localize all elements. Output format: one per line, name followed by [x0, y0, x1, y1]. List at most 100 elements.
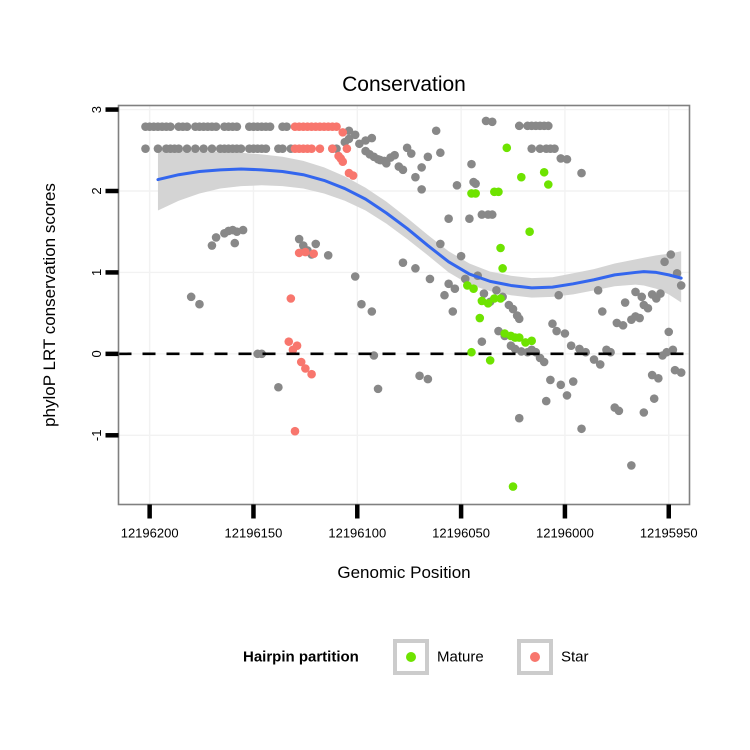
- data-point: [676, 368, 686, 377]
- data-point: [487, 117, 497, 127]
- page-title: Conservation: [342, 73, 466, 96]
- data-point: [328, 144, 337, 153]
- data-point: [141, 144, 150, 153]
- data-point: [554, 290, 563, 300]
- data-point: [311, 239, 321, 249]
- data-point: [348, 171, 358, 180]
- data-point: [562, 154, 572, 164]
- y-tick-label: 2: [89, 187, 104, 194]
- data-point: [460, 274, 470, 284]
- y-tick-label: 3: [89, 106, 104, 113]
- data-point: [230, 238, 240, 248]
- y-tick-label: -1: [89, 430, 104, 442]
- y-tick-label: 0: [89, 350, 104, 357]
- data-point: [436, 148, 445, 158]
- data-point: [350, 272, 360, 281]
- data-point: [350, 130, 360, 140]
- data-point: [525, 227, 534, 237]
- legend-key-star[interactable]: Star: [517, 639, 589, 675]
- data-point: [676, 281, 686, 290]
- data-point: [581, 347, 590, 357]
- data-point: [552, 326, 561, 336]
- data-point: [211, 233, 221, 242]
- x-axis: 12196200 12196150 12196100 12196050 12196000…: [121, 504, 698, 541]
- data-point: [614, 406, 624, 416]
- data-point: [517, 172, 526, 182]
- data-point: [444, 279, 453, 289]
- data-point: [153, 144, 163, 153]
- x-tick-label: 12196200: [121, 526, 179, 541]
- data-point: [186, 292, 196, 302]
- data-point: [440, 290, 449, 300]
- data-point: [423, 374, 433, 384]
- data-point: [627, 461, 636, 470]
- data-point: [494, 187, 503, 197]
- y-axis-title: phyloP LRT conservation scores: [40, 183, 59, 427]
- data-point: [597, 307, 607, 316]
- series-star: [284, 122, 358, 436]
- scatter-points: [141, 116, 686, 491]
- data-point: [496, 294, 505, 303]
- data-point: [373, 384, 383, 394]
- data-point: [296, 357, 306, 367]
- data-point: [423, 152, 433, 162]
- x-tick-label: 12196150: [225, 526, 283, 541]
- data-point: [514, 333, 524, 342]
- data-point: [502, 143, 512, 153]
- data-point: [568, 377, 578, 386]
- legend-key-mature[interactable]: Mature: [393, 639, 484, 675]
- data-point: [456, 251, 466, 261]
- data-point: [292, 341, 302, 351]
- data-point: [490, 294, 499, 303]
- data-point: [417, 163, 426, 172]
- data-point: [560, 329, 570, 338]
- data-point: [367, 133, 377, 143]
- data-point: [535, 144, 545, 153]
- legend-title: Hairpin partition: [243, 649, 359, 666]
- data-point: [257, 349, 267, 359]
- data-point: [637, 292, 647, 302]
- data-point: [548, 319, 557, 329]
- data-point: [479, 289, 489, 298]
- data-point: [338, 128, 348, 137]
- data-point: [620, 298, 630, 307]
- x-tick-label: 12195950: [640, 526, 698, 541]
- data-point: [550, 144, 559, 153]
- data-point: [492, 286, 501, 295]
- data-point: [562, 391, 572, 400]
- data-point: [332, 122, 341, 131]
- data-point: [448, 307, 458, 316]
- data-point: [411, 172, 420, 182]
- data-point: [357, 299, 366, 309]
- panel-border: [117, 104, 691, 506]
- data-point: [452, 181, 462, 190]
- y-tick-label: 1: [89, 269, 104, 276]
- data-point: [471, 189, 480, 198]
- data-point: [577, 168, 586, 178]
- data-point: [514, 121, 524, 131]
- series-mature: [463, 143, 553, 491]
- data-point: [307, 369, 316, 379]
- legend: Hairpin partition Mature Star: [243, 639, 589, 675]
- data-point: [274, 382, 283, 392]
- data-point: [294, 234, 304, 244]
- data-point: [207, 144, 217, 153]
- legend-key-dot: [406, 652, 416, 662]
- data-point: [639, 408, 649, 417]
- data-point: [662, 347, 671, 357]
- data-point: [182, 144, 192, 153]
- loess-trend-line: [156, 167, 683, 290]
- data-point: [465, 214, 474, 223]
- data-point: [436, 239, 445, 249]
- data-point: [539, 357, 549, 367]
- data-point: [498, 264, 507, 273]
- data-point: [647, 370, 657, 380]
- data-point: [425, 274, 435, 284]
- data-point: [527, 144, 536, 153]
- legend-key-label: Star: [561, 649, 589, 666]
- data-point: [544, 121, 553, 131]
- data-point: [199, 144, 208, 153]
- data-point: [450, 284, 460, 294]
- data-point: [593, 286, 603, 295]
